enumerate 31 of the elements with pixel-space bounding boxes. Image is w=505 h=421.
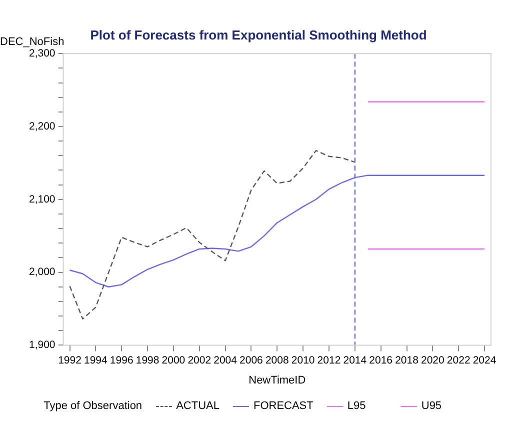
legend-label: ACTUAL xyxy=(176,400,220,412)
x-tick-label: 1996 xyxy=(110,354,134,366)
x-tick-label: 2020 xyxy=(420,354,445,366)
x-tick-label: 1994 xyxy=(84,354,108,366)
x-tick-label: 2024 xyxy=(472,354,496,366)
legend-label: L95 xyxy=(347,400,366,412)
x-axis-title: NewTimeID xyxy=(248,374,306,386)
y-axis-title: DEC_NoFish xyxy=(0,36,64,48)
x-tick-label: 2014 xyxy=(343,354,367,366)
chart-title: Plot of Forecasts from Exponential Smoothing Method xyxy=(90,27,427,42)
line-series xyxy=(69,150,356,320)
y-tick-label: 2,200 xyxy=(28,120,56,132)
x-tick-label: 2002 xyxy=(188,354,212,366)
x-tick-label: 2006 xyxy=(240,354,264,366)
x-tick-label: 2010 xyxy=(291,354,315,366)
x-tick-label: 2022 xyxy=(446,354,470,366)
x-tick-label: 2000 xyxy=(162,354,186,366)
y-tick-label: 2,000 xyxy=(28,266,56,278)
legend-title: Type of Observation xyxy=(44,400,142,412)
legend-label: U95 xyxy=(421,400,442,412)
x-tick-label: 1998 xyxy=(136,354,160,366)
x-tick-label: 2016 xyxy=(369,354,393,366)
x-tick-label: 1992 xyxy=(58,354,82,366)
legend-label: FORECAST xyxy=(253,400,314,412)
x-tick-label: 2012 xyxy=(317,354,341,366)
y-tick-label: 1,900 xyxy=(28,339,56,352)
y-tick-label: 2,100 xyxy=(28,193,56,206)
x-tick-label: 2018 xyxy=(395,354,419,366)
y-tick-label: 2,300 xyxy=(28,47,56,60)
x-tick-label: 2008 xyxy=(265,354,289,366)
x-tick-label: 2004 xyxy=(214,354,238,366)
